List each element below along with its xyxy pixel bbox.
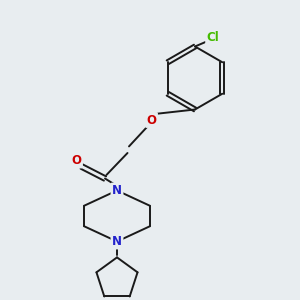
- Text: N: N: [112, 235, 122, 248]
- Text: Cl: Cl: [207, 31, 219, 44]
- Text: O: O: [146, 113, 157, 127]
- Text: O: O: [71, 154, 82, 167]
- Text: N: N: [112, 184, 122, 197]
